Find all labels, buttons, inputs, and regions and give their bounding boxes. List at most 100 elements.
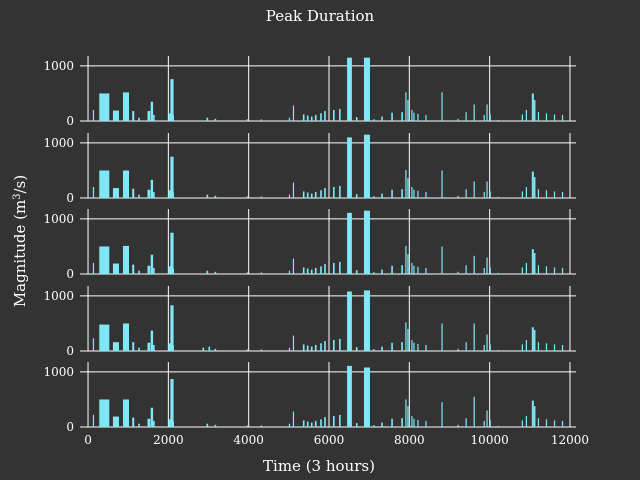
panel-2-bar-45 (486, 181, 488, 198)
panel-3-bar-1 (99, 246, 110, 274)
panel-1-bar-29 (373, 119, 375, 121)
panel-3-bar-6 (147, 265, 151, 274)
panel-4-bar-47 (497, 349, 499, 351)
panel-1-bar-38 (425, 114, 427, 121)
panel-2-bar-13 (214, 195, 217, 198)
panel-1-bar-39 (441, 92, 443, 121)
panel-3-bar-28 (363, 210, 370, 274)
panels: 0 1000 0 1000 0 1000 0 1000 0 1000 (43, 56, 576, 434)
panel-3-bar-26 (347, 212, 352, 274)
panel-2-bar-17 (292, 182, 295, 198)
panel-5-bar-0 (92, 414, 95, 427)
panel-5-bar-38 (425, 420, 427, 427)
panel-1-bar-4 (132, 111, 135, 121)
panel-1-bar-45 (486, 104, 488, 121)
panel-1-bar-3 (122, 92, 129, 121)
panel-4-bar-38 (417, 343, 419, 351)
x-tick-label-6: 12000 (551, 433, 589, 447)
panel-3-bar-33 (405, 245, 407, 274)
panel-2-bar-23 (324, 188, 326, 198)
panel-4-bar-2 (112, 342, 119, 351)
panel-3-bar-31 (391, 265, 393, 274)
panel-4-bar-12 (202, 347, 205, 351)
panel-1-bar-35 (411, 109, 413, 121)
panel-2-bar-9 (168, 190, 171, 198)
panel-4-bar-31 (381, 346, 383, 351)
panel-4-bar-15 (246, 349, 248, 351)
panel-5-bar-10 (170, 379, 174, 427)
panel-1-bar-42 (473, 104, 475, 121)
panel-4-bar-40 (441, 323, 443, 351)
panel-3-bar-47 (521, 267, 523, 274)
panel-5-bar-17 (292, 411, 295, 427)
panel-1-bar-5 (138, 117, 140, 121)
panel-1-ytick-label-1: 1000 (43, 59, 74, 73)
panel-4-bar-13 (208, 346, 211, 351)
panel-3-bar-4 (132, 264, 135, 274)
panel-1-bar-30 (381, 116, 383, 121)
panel-1-bar-41 (465, 112, 467, 121)
panel-2-bar-46 (497, 196, 499, 198)
panel-3-bar-36 (413, 265, 415, 274)
panel-1-bar-0 (92, 109, 95, 121)
panel-1-bar-13 (214, 118, 217, 121)
x-axis-ticks: 0 2000 4000 6000 8000 10000 12000 (84, 433, 589, 447)
panel-4-bar-6 (147, 342, 151, 351)
panel-4-bar-45 (489, 344, 491, 351)
panel-1-bar-52 (545, 113, 548, 121)
panel-2-bar-2 (112, 188, 119, 198)
panel-4-bar-20 (306, 345, 309, 351)
panel-5-bar-12 (206, 423, 209, 427)
panel-5-bar-50 (533, 406, 536, 427)
panel-4-bar-1 (99, 324, 110, 351)
panel-4-bar-25 (333, 339, 335, 351)
panel-1-bar-50 (533, 100, 536, 121)
panel-1-bar-24 (333, 109, 335, 121)
panel-5-ytick-label-0: 0 (66, 420, 74, 434)
panel-1-bar-27 (355, 117, 358, 121)
panel-3-bar-34 (407, 254, 409, 274)
panel-2-bar-52 (545, 190, 548, 198)
panel-4-bar-8 (153, 344, 155, 351)
panel-2-bar-11 (172, 192, 174, 198)
panel-2-bar-47 (521, 191, 523, 198)
x-tick-label-0: 0 (84, 433, 92, 447)
panel-2-ytick-label-1: 1000 (43, 136, 74, 150)
panel-2-bar-19 (306, 192, 309, 198)
panel-4-bar-18 (292, 335, 295, 351)
panel-1-bar-46 (497, 119, 499, 121)
y-axis-label-prefix: Magnitude (m (11, 200, 29, 307)
x-tick-label-1: 2000 (153, 433, 184, 447)
panel-3-bar-2 (112, 263, 119, 274)
panel-4-bar-4 (132, 342, 135, 351)
panel-4-bar-21 (310, 346, 313, 351)
panel-2-bar-35 (411, 186, 413, 198)
panel-4-bar-22 (314, 344, 317, 351)
panel-4-bar-27 (347, 291, 352, 351)
panel-2-bar-1 (99, 170, 110, 198)
panel-3-bar-8 (153, 267, 155, 274)
panel-4-bar-32 (391, 342, 393, 351)
panel-2-bar-15 (260, 196, 262, 198)
panel-5-bar-36 (413, 418, 415, 427)
panel-1-bar-32 (401, 112, 403, 121)
panel-1: 0 1000 (43, 56, 576, 128)
panel-3-bar-21 (314, 267, 317, 274)
panel-5-bar-52 (545, 419, 548, 427)
panel-3-bar-54 (561, 267, 564, 274)
panel-1-bar-6 (147, 111, 151, 121)
panel-4-bar-23 (320, 343, 322, 351)
panel-1-bar-21 (314, 114, 317, 121)
panel-3-bar-7 (150, 254, 154, 274)
panel-4-ytick-label-1: 1000 (43, 289, 74, 303)
panel-4-bar-49 (525, 339, 528, 351)
panel-3-ytick-label-0: 0 (66, 267, 74, 281)
panel-5-bar-26 (347, 365, 352, 427)
panel-2-bar-24 (333, 186, 335, 198)
panel-3-bar-20 (310, 269, 313, 274)
panel-4-bar-55 (561, 344, 564, 351)
panel-2-bar-33 (405, 169, 407, 198)
panel-5-bar-1 (99, 399, 110, 427)
panel-1-bar-48 (525, 109, 528, 121)
